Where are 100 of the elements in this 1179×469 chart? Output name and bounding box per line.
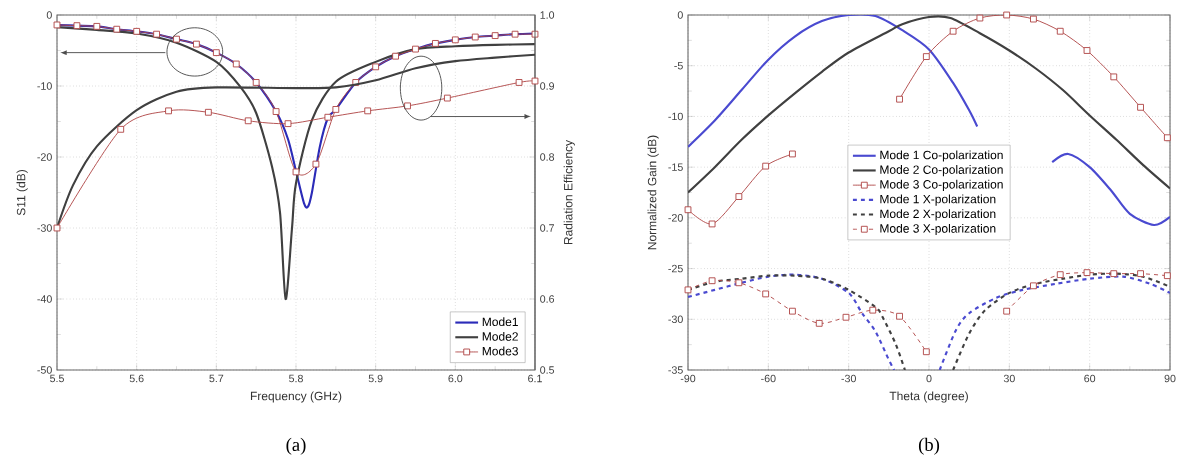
point [1163,134,1171,142]
legend-label: Mode1 [482,317,518,327]
point [789,307,796,315]
point [842,313,850,321]
point [869,306,877,314]
point [113,25,121,33]
point [173,35,180,43]
point [1056,27,1064,35]
point [1083,269,1091,277]
point [73,22,81,30]
point [1110,270,1118,278]
point [531,77,539,85]
y2-tick-label: 1.0 [540,11,555,19]
point [1137,103,1144,111]
y-tick-label: -10 [668,112,683,121]
point [332,106,340,113]
point [684,286,692,294]
point [762,290,770,298]
point [1003,307,1011,315]
legend-label: Mode 1 Co-polarization [880,150,1003,162]
x-tick-label: 6.0 [448,374,463,383]
point [193,40,200,48]
point [451,36,459,44]
y2-tick-label: 0.6 [540,295,555,303]
y2-tick-label: 0.7 [540,224,554,232]
point [133,27,141,35]
point [762,162,770,170]
legend-label: Mode 2 X-polarization [880,209,996,221]
y2-tick-label: 0.8 [540,153,555,161]
x-axis-title: Frequency (GHz) [250,391,342,403]
point [392,52,399,60]
point [922,53,930,60]
point [364,107,372,115]
point [735,193,743,200]
x-tick-label: 5.9 [368,374,383,383]
point [53,224,61,232]
point [1030,282,1037,290]
x-tick-label: -90 [680,374,696,383]
y2-axis-title: Radiation Efficiency [563,139,575,245]
y-tick-label: -35 [668,366,683,374]
x-tick-label: 6.1 [528,374,542,383]
point [93,22,101,30]
y2-tick-label: 0.9 [540,82,555,90]
point [922,348,930,356]
x-tick-label: 90 [1164,374,1176,383]
legend-label: Mode 3 X-polarization [880,223,996,236]
point [1030,15,1037,23]
y-tick-label: -30 [668,315,683,324]
point [491,32,499,39]
legend-label: Mode 2 Co-polarization [880,165,1003,177]
point [708,277,716,285]
legend-label: Mode 3 Co-polarization [880,179,1003,191]
point [53,21,61,29]
y-tick-label: -5 [674,61,683,70]
point [1110,73,1118,81]
point [165,107,172,115]
y-tick-label: -40 [37,295,52,303]
point [1083,47,1091,54]
point [949,27,957,35]
y-axis-title: Normalized Gain (dB) [647,135,659,250]
point [153,30,160,38]
x-tick-label: -60 [761,374,776,383]
point [212,49,220,57]
y2-tick-label: 0.5 [540,366,555,374]
point [443,94,451,102]
x-tick-label: -30 [841,374,856,383]
point [789,150,796,158]
y-tick-label: 0 [46,11,52,19]
x-tick-label: 30 [1003,374,1015,383]
point [432,40,439,47]
x-tick-label: 0 [926,374,932,383]
point [1163,272,1171,280]
point [815,319,823,327]
text: (b) [918,437,940,455]
y-tick-label: -30 [37,224,52,232]
legend-label: Mode 1 X-polarization [880,194,996,206]
point [531,30,539,38]
point [272,108,280,115]
point [252,79,260,86]
y-tick-label: 0 [677,11,683,19]
point [204,108,212,116]
point [244,117,252,125]
y-tick-label: -10 [37,82,52,90]
y-tick-label: -20 [37,153,52,161]
point [708,220,716,228]
legend-label: Mode3 [482,346,518,356]
point [896,95,903,103]
x-tick-label: 5.8 [289,374,303,383]
x-tick-label: 60 [1084,374,1096,383]
y-axis-title: S11 (dB) [16,170,28,216]
y-tick-label: -50 [37,366,52,374]
point [471,33,479,41]
y-tick-label: -25 [668,264,683,273]
point [324,113,332,121]
point [684,206,692,214]
point [1003,11,1011,19]
point [284,120,292,128]
point [896,312,903,320]
point [292,168,300,176]
point [1137,270,1144,278]
